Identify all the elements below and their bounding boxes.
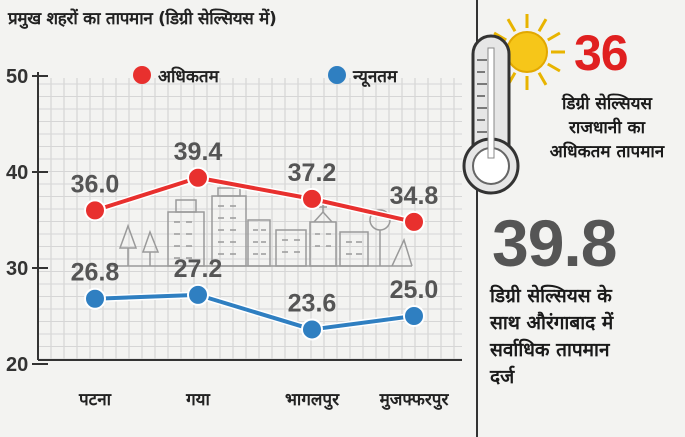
chart-legend: अधिकतम न्यूनतम [133, 66, 398, 88]
x-tick-label: मुजफ्फरपुर [379, 390, 450, 410]
data-label-max: 37.2 [288, 159, 337, 187]
data-point-max [84, 199, 106, 222]
data-point-max [301, 187, 323, 210]
data-label-min: 23.6 [288, 289, 337, 317]
sun-ray [493, 31, 507, 42]
x-tick-label: भागलपुर [285, 390, 340, 410]
caption-line: राजधानी का [568, 118, 646, 138]
data-label-min: 27.2 [174, 255, 223, 283]
series-layer: 36.0 39.4 37.2 34.8 26.8 27.2 23.6 25.0 [71, 138, 439, 341]
data-label-max: 36.0 [71, 170, 120, 198]
legend-label-min: न्यूनतम [352, 67, 398, 88]
y-tick-label: 20 [6, 354, 28, 376]
series-line-max [94, 175, 415, 224]
sun-ray [537, 18, 548, 32]
data-label-max: 39.4 [174, 138, 223, 166]
caption-line: डिग्री सेल्सियस [561, 94, 653, 114]
data-point-min [84, 287, 106, 310]
x-axis-labels: पटना गया भागलपुर मुजफ्फरपुर [78, 390, 449, 410]
y-tick-label: 40 [6, 162, 28, 184]
caption-line: अधिकतम तापमान [549, 142, 665, 162]
chart-title: प्रमुख शहरों का तापमान (डिग्री सेल्सियस … [8, 9, 277, 29]
series-line-min [94, 292, 415, 332]
sun-ray [547, 31, 561, 42]
section-divider [476, 0, 478, 437]
data-point-min [187, 283, 209, 306]
legend-marker-min [328, 66, 346, 84]
caption-line: साथ औरंगाबाद में [490, 312, 614, 334]
data-point-max [187, 166, 209, 189]
sun-ray [537, 72, 548, 86]
legend-marker-max [133, 66, 151, 84]
thermometer-sun-illustration [462, 14, 565, 195]
capital-max-temp-caption: डिग्री सेल्सियस राजधानी का अधिकतम तापमान [532, 92, 682, 164]
y-tick-label: 50 [6, 66, 28, 88]
data-point-min [301, 318, 323, 341]
temperature-chart: 50 40 30 20 [6, 66, 462, 410]
data-label-max: 34.8 [390, 182, 439, 210]
x-tick-label: गया [185, 390, 210, 410]
caption-line: डिग्री सेल्सियस के [490, 285, 612, 307]
data-label-min: 25.0 [390, 276, 439, 304]
capital-max-temp-value: 36 [574, 25, 629, 81]
state-highest-temp-caption: डिग्री सेल्सियस के साथ औरंगाबाद में सर्व… [490, 283, 680, 391]
data-point-min [403, 305, 425, 327]
sun-ray [506, 18, 517, 32]
caption-line: दर्ज [490, 366, 515, 388]
caption-line: सर्वाधिक तापमान [490, 339, 610, 361]
sun-ray [547, 62, 561, 73]
x-tick-label: पटना [78, 390, 112, 410]
city-skyline-illustration [108, 187, 413, 267]
data-point-max [403, 210, 425, 233]
legend-label-max: अधिकतम [158, 66, 220, 87]
data-label-min: 26.8 [71, 259, 120, 287]
state-highest-temp-value: 39.8 [492, 206, 617, 280]
y-axis-ticks: 50 40 30 20 [6, 66, 48, 376]
thermometer-icon [462, 34, 520, 195]
y-tick-label: 30 [6, 258, 28, 280]
